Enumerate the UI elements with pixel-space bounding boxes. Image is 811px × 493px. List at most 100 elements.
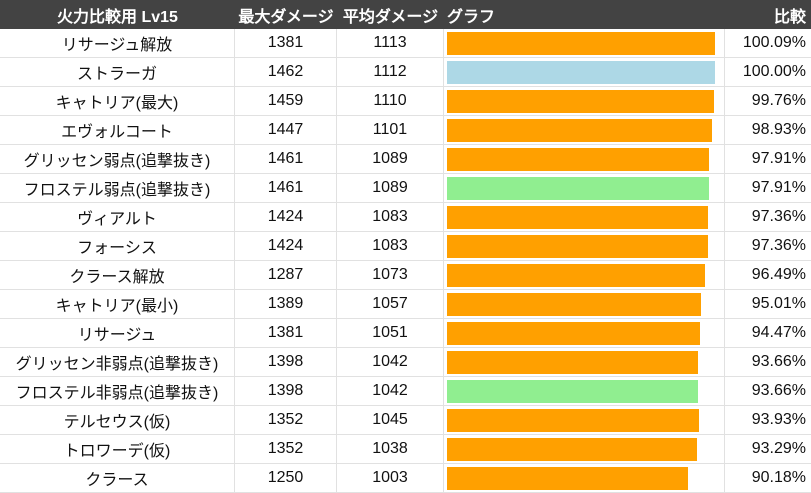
cell-name: キャトリア(最大) [0, 87, 235, 115]
cell-compare: 93.93% [751, 411, 806, 428]
cell-avg-damage: 1057 [337, 290, 444, 318]
comparison-bar [447, 321, 700, 345]
table-body: リサージュ解放 1381 1113 100.09% ストラーガ 1462 111… [0, 29, 811, 493]
cell-avg-damage: 1110 [337, 87, 444, 115]
cell-avg-damage: 1042 [337, 377, 444, 405]
comparison-bar [447, 60, 715, 84]
comparison-bar [447, 118, 712, 142]
comparison-bar [447, 263, 705, 287]
cell-compare: 93.66% [751, 353, 806, 370]
table-row: テルセウス(仮) 1352 1045 93.93% [0, 406, 811, 435]
cell-max-damage: 1461 [235, 174, 337, 202]
cell-name: フロステル弱点(追撃抜き) [0, 174, 235, 202]
table-row: フォーシス 1424 1083 97.36% [0, 232, 811, 261]
cell-name: エヴォルコート [0, 116, 235, 144]
cell-graph [444, 406, 725, 434]
cell-graph [444, 435, 725, 463]
cell-max-damage: 1461 [235, 145, 337, 173]
cell-compare: 97.36% [751, 208, 806, 225]
cell-compare: 90.18% [751, 469, 806, 486]
cell-compare: 93.66% [751, 382, 806, 399]
cell-name: ヴィアルト [0, 203, 235, 231]
table-row: ストラーガ 1462 1112 100.00% [0, 58, 811, 87]
cell-name: フロステル非弱点(追撃抜き) [0, 377, 235, 405]
cell-name: リサージュ解放 [0, 29, 235, 57]
cell-name: フォーシス [0, 232, 235, 260]
cell-graph [444, 58, 725, 86]
table-row: グリッセン非弱点(追撃抜き) 1398 1042 93.66% [0, 348, 811, 377]
table-row: エヴォルコート 1447 1101 98.93% [0, 116, 811, 145]
cell-avg-damage: 1089 [337, 174, 444, 202]
comparison-bar [447, 466, 688, 490]
table-row: グリッセン弱点(追撃抜き) 1461 1089 97.91% [0, 145, 811, 174]
cell-avg-damage: 1051 [337, 319, 444, 347]
cell-name: トロワーデ(仮) [0, 435, 235, 463]
cell-max-damage: 1424 [235, 203, 337, 231]
cell-avg-damage: 1083 [337, 232, 444, 260]
cell-max-damage: 1352 [235, 406, 337, 434]
header-max-damage: 最大ダメージ [238, 8, 334, 26]
cell-max-damage: 1424 [235, 232, 337, 260]
table-row: リサージュ 1381 1051 94.47% [0, 319, 811, 348]
cell-name: リサージュ [0, 319, 235, 347]
cell-graph [444, 348, 725, 376]
cell-max-damage: 1398 [235, 348, 337, 376]
cell-graph [444, 464, 725, 492]
cell-name: クラース解放 [0, 261, 235, 289]
cell-max-damage: 1398 [235, 377, 337, 405]
cell-avg-damage: 1003 [337, 464, 444, 492]
cell-avg-damage: 1083 [337, 203, 444, 231]
cell-avg-damage: 1112 [337, 58, 444, 86]
header-compare: 比較 [773, 8, 806, 26]
cell-avg-damage: 1073 [337, 261, 444, 289]
table-row: フロステル非弱点(追撃抜き) 1398 1042 93.66% [0, 377, 811, 406]
cell-graph [444, 145, 725, 173]
cell-max-damage: 1287 [235, 261, 337, 289]
header-graph: グラフ [447, 8, 496, 26]
comparison-bar [447, 31, 715, 55]
comparison-bar [447, 408, 699, 432]
cell-name: クラース [0, 464, 235, 492]
comparison-bar [447, 234, 708, 258]
table-row: トロワーデ(仮) 1352 1038 93.29% [0, 435, 811, 464]
cell-max-damage: 1381 [235, 29, 337, 57]
table-row: ヴィアルト 1424 1083 97.36% [0, 203, 811, 232]
cell-avg-damage: 1042 [337, 348, 444, 376]
cell-avg-damage: 1101 [337, 116, 444, 144]
table-row: フロステル弱点(追撃抜き) 1461 1089 97.91% [0, 174, 811, 203]
cell-max-damage: 1447 [235, 116, 337, 144]
cell-max-damage: 1250 [235, 464, 337, 492]
cell-compare: 100.09% [742, 34, 806, 51]
cell-compare: 94.47% [751, 324, 806, 341]
comparison-bar [447, 292, 701, 316]
cell-avg-damage: 1045 [337, 406, 444, 434]
table-row: クラース解放 1287 1073 96.49% [0, 261, 811, 290]
cell-graph [444, 232, 725, 260]
cell-graph [444, 174, 725, 202]
comparison-bar [447, 147, 709, 171]
cell-graph [444, 87, 725, 115]
comparison-bar [447, 379, 698, 403]
comparison-bar [447, 176, 709, 200]
cell-name: キャトリア(最小) [0, 290, 235, 318]
cell-compare: 97.91% [751, 179, 806, 196]
cell-graph [444, 319, 725, 347]
cell-graph [444, 116, 725, 144]
header-avg-damage: 平均ダメージ [342, 8, 439, 26]
comparison-bar [447, 89, 714, 113]
table-row: キャトリア(最小) 1389 1057 95.01% [0, 290, 811, 319]
cell-max-damage: 1462 [235, 58, 337, 86]
cell-compare: 97.36% [751, 237, 806, 254]
cell-graph [444, 203, 725, 231]
cell-compare: 95.01% [751, 295, 806, 312]
table-row: キャトリア(最大) 1459 1110 99.76% [0, 87, 811, 116]
cell-compare: 93.29% [751, 440, 806, 457]
cell-avg-damage: 1113 [337, 29, 444, 57]
cell-name: テルセウス(仮) [0, 406, 235, 434]
cell-max-damage: 1389 [235, 290, 337, 318]
comparison-bar [447, 350, 698, 374]
cell-avg-damage: 1038 [337, 435, 444, 463]
cell-avg-damage: 1089 [337, 145, 444, 173]
cell-max-damage: 1381 [235, 319, 337, 347]
